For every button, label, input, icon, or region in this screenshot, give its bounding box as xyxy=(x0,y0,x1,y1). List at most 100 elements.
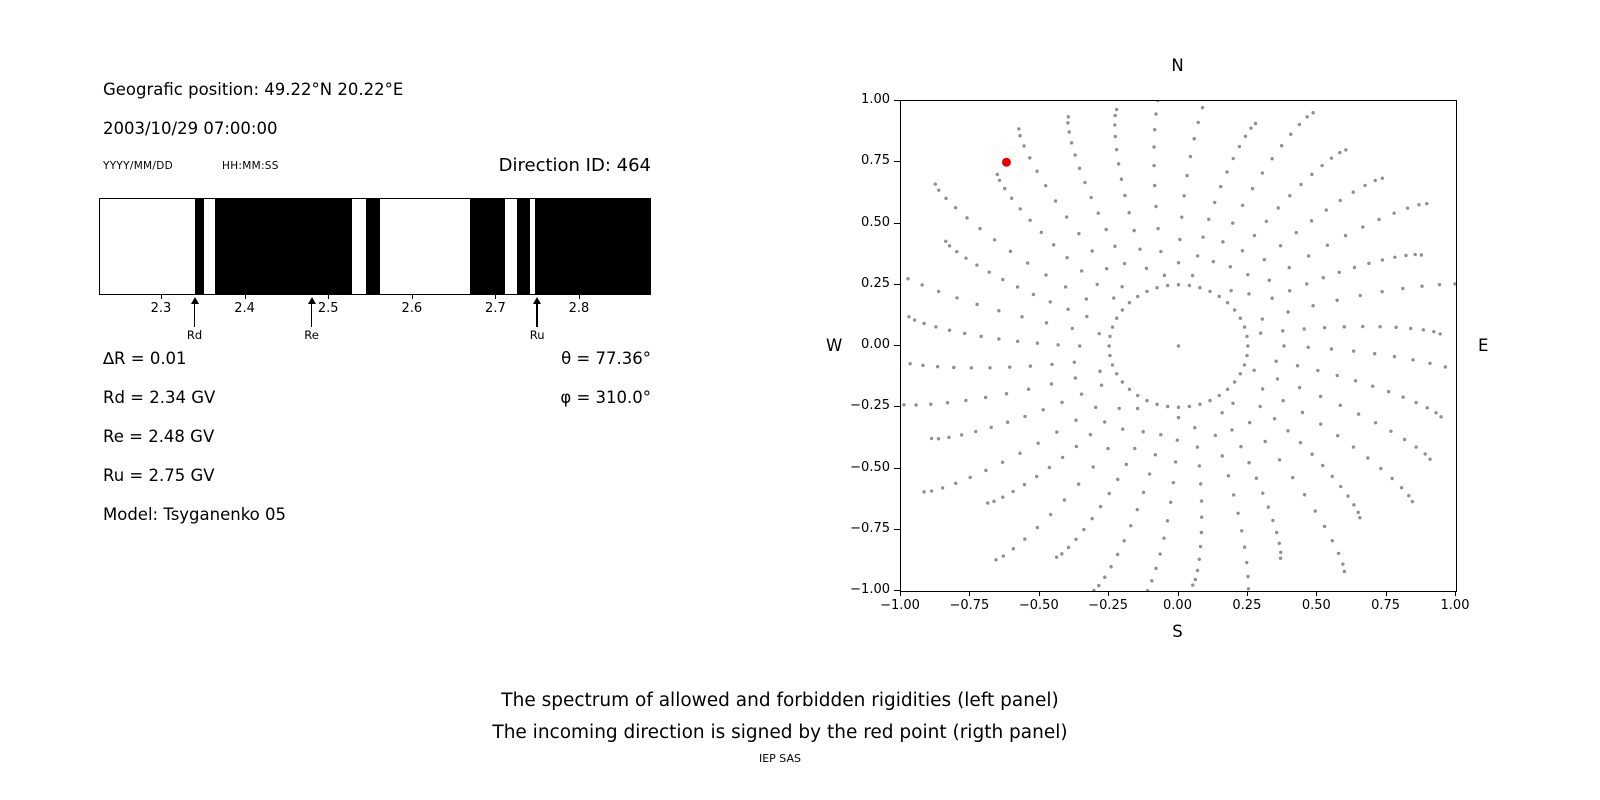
direction-y-tick-mark xyxy=(894,222,900,224)
direction-dot xyxy=(1390,476,1394,481)
direction-dot xyxy=(1067,130,1071,134)
spectrum-x-tick-mark xyxy=(495,295,497,299)
direction-dot xyxy=(934,325,938,329)
forbidden-band xyxy=(534,199,650,294)
direction-dot xyxy=(1116,477,1120,482)
direction-dot xyxy=(1353,379,1358,383)
direction-dot xyxy=(1272,417,1277,421)
direction-dot xyxy=(1129,524,1133,528)
direction-dot xyxy=(1158,552,1162,556)
inner-ring-dot xyxy=(1108,334,1112,339)
direction-dot xyxy=(953,206,958,210)
direction-dot xyxy=(1076,482,1081,486)
direction-dot xyxy=(929,402,933,406)
direction-dot xyxy=(1212,200,1217,205)
direction-dot xyxy=(1123,193,1127,198)
direction-dot xyxy=(914,403,918,407)
direction-y-tick-mark xyxy=(894,528,900,530)
direction-dot xyxy=(1411,358,1415,362)
marker-label: Ru xyxy=(529,328,545,342)
direction-dot xyxy=(1051,243,1056,247)
direction-dot xyxy=(1065,256,1069,260)
direction-dot xyxy=(1231,221,1235,225)
direction-dot xyxy=(1277,541,1281,546)
direction-dot xyxy=(1026,387,1031,391)
inner-ring-dot xyxy=(1245,334,1249,339)
direction-dot xyxy=(964,256,968,260)
direction-dot xyxy=(1274,359,1278,363)
direction-dot xyxy=(1036,441,1040,445)
direction-dot xyxy=(1073,376,1078,380)
direction-dot xyxy=(1267,278,1271,282)
direction-dot xyxy=(1410,499,1415,504)
direction-x-tick-mark xyxy=(900,591,901,596)
direction-dot xyxy=(1022,482,1027,487)
direction-dot xyxy=(1053,199,1058,203)
direction-dot xyxy=(1274,530,1279,535)
direction-y-tick-label: −0.50 xyxy=(850,459,890,475)
direction-dot xyxy=(1145,589,1150,591)
direction-dot xyxy=(1428,457,1432,461)
direction-y-tick-label: −0.25 xyxy=(850,398,890,414)
direction-y-tick-label: 1.00 xyxy=(861,92,890,107)
direction-dot xyxy=(1091,465,1095,469)
direction-dot xyxy=(1336,434,1340,438)
inner-ring-dot xyxy=(1107,344,1111,348)
direction-dot xyxy=(992,499,996,504)
direction-dot xyxy=(1320,163,1324,168)
direction-dot xyxy=(987,270,991,274)
direction-dot xyxy=(1247,292,1251,296)
direction-dot xyxy=(947,328,952,332)
direction-dot xyxy=(922,321,926,326)
direction-dot xyxy=(1380,289,1384,294)
direction-dot xyxy=(1025,261,1030,265)
direction-dot xyxy=(1335,373,1339,378)
direction-y-tick-label: −0.75 xyxy=(850,520,890,536)
direction-dot xyxy=(1089,195,1093,200)
inner-ring-dot xyxy=(1120,380,1125,384)
inner-ring-dot xyxy=(1155,402,1159,406)
direction-plot xyxy=(900,100,1457,592)
direction-dot xyxy=(1226,474,1231,478)
direction-dot xyxy=(1193,426,1197,430)
direction-dot xyxy=(1262,257,1267,262)
direction-dot xyxy=(1049,382,1054,386)
inner-ring-dot xyxy=(1155,286,1159,290)
incoming-direction-point xyxy=(1001,157,1011,167)
direction-dot xyxy=(1023,414,1027,419)
direction-dot xyxy=(929,489,934,493)
direction-dot xyxy=(1178,237,1182,242)
direction-dot xyxy=(1153,183,1157,188)
direction-dot xyxy=(983,395,988,400)
direction-dot xyxy=(933,182,937,186)
direction-dot xyxy=(1141,430,1145,434)
direction-dot xyxy=(1318,394,1323,399)
direction-dot xyxy=(1001,554,1006,558)
spectrum-x-tick-label: 2.8 xyxy=(568,301,590,316)
direction-dot xyxy=(1190,583,1195,587)
direction-dot xyxy=(1414,445,1418,449)
direction-dot xyxy=(968,475,972,480)
direction-dot xyxy=(1188,154,1193,159)
direction-dot xyxy=(1156,101,1160,103)
direction-dot xyxy=(1107,491,1111,496)
direction-dot xyxy=(1389,429,1393,433)
direction-dot xyxy=(1342,325,1346,329)
direction-dot xyxy=(1077,232,1081,236)
direction-dot xyxy=(1220,454,1224,458)
direction-x-tick-mark xyxy=(1108,591,1110,596)
direction-dot xyxy=(1176,415,1181,420)
direction-dot xyxy=(1185,173,1189,178)
inner-ring-dot xyxy=(1238,316,1243,320)
direction-dot xyxy=(1338,403,1342,407)
direction-x-tick-mark xyxy=(1316,591,1318,596)
direction-dot xyxy=(1291,475,1295,480)
direction-dot xyxy=(1386,389,1391,394)
direction-y-tick-label: 0.75 xyxy=(861,153,890,169)
direction-dot xyxy=(1351,190,1355,194)
direction-dot xyxy=(1378,325,1382,329)
direction-dot xyxy=(1313,509,1317,513)
direction-dot xyxy=(1028,156,1032,160)
direction-dot xyxy=(1380,176,1384,180)
direction-dot xyxy=(1288,193,1292,198)
